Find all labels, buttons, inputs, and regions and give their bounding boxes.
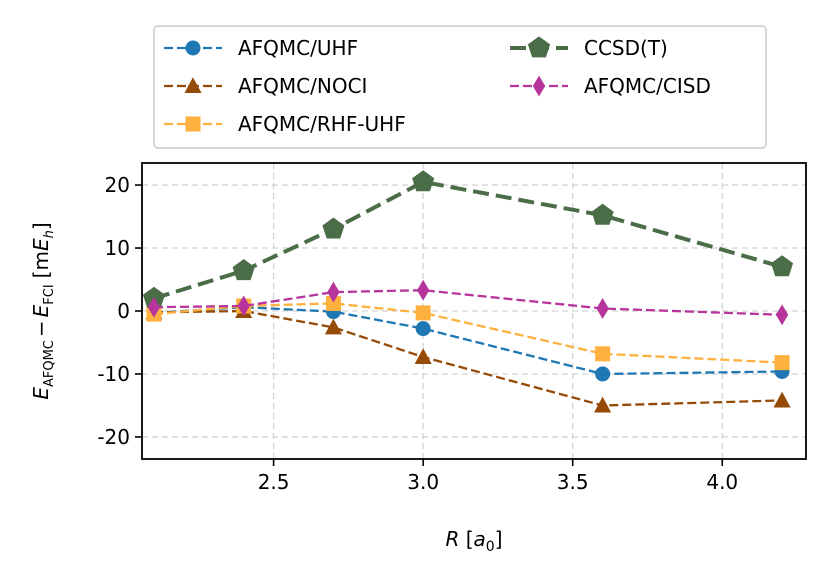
data-point [771,255,794,277]
legend-item: AFQMC/CISD [510,74,711,98]
series-line [153,302,783,364]
x-tick-label: 2.5 [258,470,290,494]
series-afqmc-noci [145,302,791,413]
x-axis-ticks: 2.5 3.0 3.5 4.0 [258,459,738,494]
series-line [153,309,783,407]
series-line [153,306,783,376]
x-tick-label: 3.5 [557,470,589,494]
y-axis-label-minus: − [29,320,53,337]
data-point [237,295,250,317]
data-point [415,321,431,337]
y-axis-label-unit-pre: m [29,251,53,270]
legend-label: CCSD(T) [584,36,668,60]
legend-label: AFQMC/UHF [238,36,358,60]
data-point [412,170,435,192]
data-point [591,203,614,225]
y-axis-label: EAFQMC−EFCI[mEh] [29,222,57,399]
legend-item: AFQMC/RHF-UHF [164,112,406,136]
legend-item: AFQMC/NOCI [164,74,367,98]
y-axis-label-unit: E [29,238,53,251]
legend-item: AFQMC/UHF [164,36,358,60]
data-point [775,304,789,326]
data-point [774,355,790,371]
data-point [415,305,431,321]
series-line [153,289,783,316]
x-tick-label: 4.0 [706,470,738,494]
legend-marker [184,77,202,94]
y-tick-label: 10 [105,236,130,260]
data-point [595,366,611,382]
y-tick-label: -10 [97,362,130,386]
data-point [322,217,345,239]
data-point [773,391,791,408]
y-axis-label-e1-sub: AFQMC [42,340,57,387]
legend-marker [185,40,201,56]
series-ccsd-t [142,170,794,308]
series-line [153,179,783,301]
legend: AFQMC/UHF AFQMC/NOCI AFQMC/RHF-UHF CCSD(T) A… [153,25,767,149]
x-axis-label-unit-sub: 0 [486,539,495,555]
data-point [594,396,612,413]
legend-item: CCSD(T) [510,36,668,60]
y-axis-label-e2-sub: FCI [42,284,57,304]
data-point [414,348,432,365]
data-point [324,318,342,335]
legend-label: AFQMC/RHF-UHF [238,112,406,136]
legend-label: AFQMC/CISD [584,74,711,98]
y-tick-label: 0 [117,299,130,323]
data-point [596,298,609,319]
series-afqmc-cisd [147,279,789,326]
data-point [595,346,611,362]
legend-marker [527,36,551,58]
data-point [327,281,340,303]
x-axis-label: R [a0] [445,527,502,555]
legend-marker [185,116,201,132]
y-tick-label: 20 [105,173,130,197]
x-axis-label-unit: a [474,527,486,551]
y-axis-label-unit-sub: h [42,230,57,238]
data-point [232,259,255,281]
x-axis-label-main: R [445,527,459,551]
series-layer [142,170,794,413]
legend-label: AFQMC/NOCI [238,74,367,98]
legend-box [153,25,767,149]
y-axis-ticks: -20 -10 0 10 20 [97,173,142,449]
y-tick-label: -20 [97,425,130,449]
y-axis-label-e2: E [29,304,53,317]
data-point [416,279,430,301]
data-point [147,296,161,318]
x-tick-label: 3.0 [407,470,439,494]
grid-lines [142,163,806,459]
legend-marker [532,75,546,97]
y-axis-label-e1: E [29,387,53,400]
